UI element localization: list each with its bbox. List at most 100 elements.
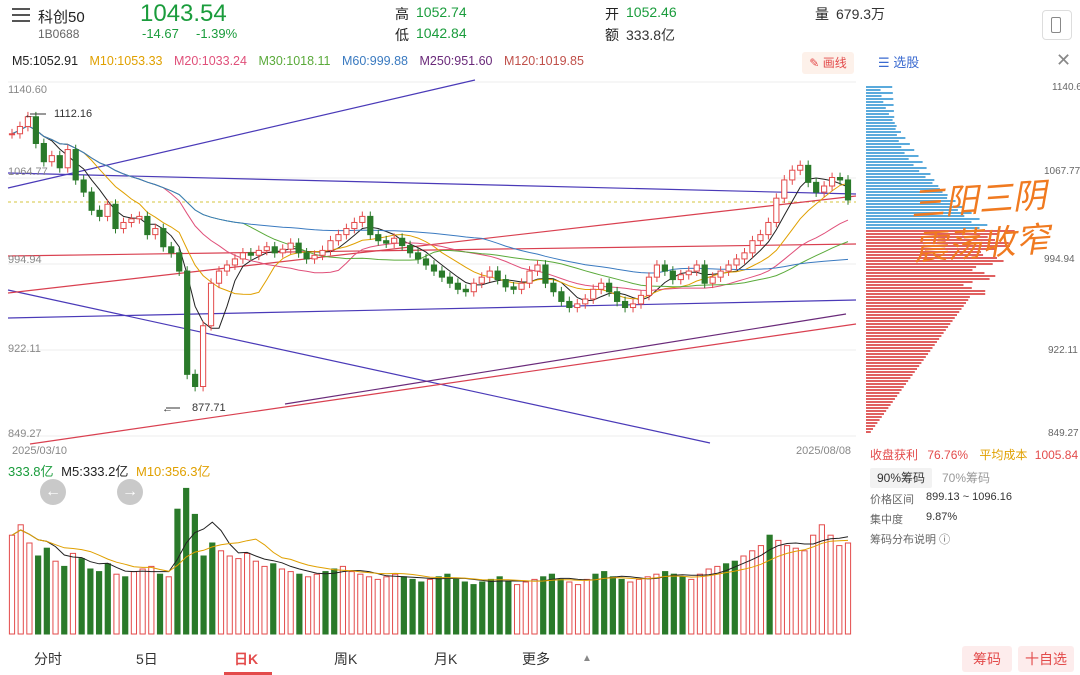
candle-body (773, 197, 780, 223)
volume-ma10: M10:356.3亿 (136, 464, 211, 479)
candle-body (391, 237, 398, 244)
volume-bar (26, 542, 33, 635)
candle-body (645, 276, 653, 296)
open-value: 1052.46 (626, 4, 677, 20)
candle-body (359, 215, 366, 223)
menu-icon[interactable] (12, 8, 30, 22)
chip-bar (866, 305, 964, 307)
candle-body (48, 155, 55, 163)
chip-bar (866, 134, 897, 136)
chip-bar (866, 389, 902, 391)
candle-body (446, 276, 454, 284)
volume-bar (444, 573, 451, 635)
tab-monthly[interactable]: 月K (434, 651, 458, 667)
range-label: 价格区间 (870, 494, 914, 506)
volume-bar (148, 565, 155, 635)
chip-bar (866, 137, 906, 139)
volume-bar (540, 576, 547, 635)
scroll-right-button[interactable]: → (117, 479, 143, 505)
tab-more[interactable]: 更多 (522, 651, 550, 667)
candle-body (582, 298, 589, 305)
candle-body (629, 303, 637, 309)
volume-bar (339, 565, 347, 635)
chip-bar (866, 221, 972, 223)
volume-bar (409, 578, 416, 635)
volume-bar (757, 545, 765, 635)
candle-body (32, 116, 39, 144)
volume-bar (479, 581, 486, 635)
volume-bar (653, 573, 660, 635)
volume-bar (217, 550, 225, 635)
candle-body (351, 221, 358, 230)
candle-body (566, 300, 573, 309)
max-price-mark: 1112.16 (54, 108, 93, 120)
add-watchlist-button[interactable]: 十自选 (1018, 646, 1074, 672)
kline-chart[interactable]: ← ← (0, 78, 862, 458)
volume-bar (304, 576, 312, 635)
candle-body (669, 270, 676, 281)
tab-daily[interactable]: 日K (234, 651, 259, 667)
chip-bar (866, 374, 913, 376)
stock-picker-button[interactable]: ☰ 选股 (878, 55, 920, 70)
volume-bar (609, 576, 616, 635)
chip-axis-t3: 994.94 (1044, 254, 1075, 265)
chip-bar (866, 407, 889, 409)
chip-bar (866, 362, 922, 364)
phone-icon[interactable] (1042, 10, 1072, 40)
candle-body (303, 252, 310, 260)
caret-up-icon[interactable]: ▲ (582, 653, 592, 664)
volume-bar (566, 581, 573, 635)
date-start: 2025/03/10 (12, 445, 68, 457)
volume-bar (801, 550, 808, 635)
chip-bar (866, 254, 984, 256)
tab-5day[interactable]: 5日 (136, 651, 158, 667)
volume-bar (139, 568, 146, 635)
tab-intraday[interactable]: 分时 (34, 651, 62, 667)
candle-body (168, 246, 175, 254)
candle-body (637, 294, 645, 305)
volume-chart[interactable] (0, 476, 862, 636)
volume-ma10-line (11, 529, 849, 582)
chip-bar (866, 416, 882, 418)
volume-bar (287, 571, 294, 635)
ma30-value: M30:1018.11 (258, 54, 331, 68)
candle-body (494, 270, 501, 281)
volume-bar (522, 581, 529, 635)
chip-bar (866, 140, 899, 142)
min-price-mark: 877.71 (192, 402, 226, 414)
chip-bar (866, 257, 997, 259)
chip-bar (866, 95, 882, 97)
chip-bar (866, 128, 896, 130)
ma120-value: M120:1019.85 (503, 54, 584, 68)
candle-body (653, 264, 661, 278)
draw-line-button[interactable]: ✎ 画线 (802, 52, 854, 74)
tab-70-chips[interactable]: 70%筹码 (941, 471, 991, 485)
candle-body (184, 270, 191, 375)
volume-bar (17, 524, 24, 635)
chip-bar (866, 365, 920, 367)
chip-bar (866, 161, 923, 163)
candle-body (805, 164, 812, 183)
avg-cost-label: 平均成本 (979, 448, 1028, 462)
candle-body (144, 215, 151, 236)
ma250-value: M250:951.60 (419, 54, 493, 68)
chip-bar (866, 359, 924, 361)
chip-bar (866, 263, 993, 265)
chips-button[interactable]: 筹码 (962, 646, 1012, 672)
volume-bar (226, 555, 233, 635)
candle-body (709, 276, 716, 284)
candle-body (542, 264, 549, 284)
tab-90-chips[interactable]: 90%筹码 (870, 468, 932, 488)
chip-bar (866, 404, 891, 406)
chip-bar (866, 413, 884, 415)
close-icon[interactable]: ✕ (1056, 50, 1072, 70)
chip-bar (866, 158, 909, 160)
volume-bar (513, 584, 521, 635)
volume-bar (261, 565, 268, 635)
candle-body (96, 209, 103, 217)
volume-bar (644, 576, 651, 635)
scroll-left-button[interactable]: ← (40, 479, 66, 505)
axis-top: 1140.60 (8, 84, 47, 96)
tab-weekly[interactable]: 周K (334, 651, 358, 667)
chip-help-link[interactable]: 筹码分布说明 ⓘ (870, 531, 950, 547)
